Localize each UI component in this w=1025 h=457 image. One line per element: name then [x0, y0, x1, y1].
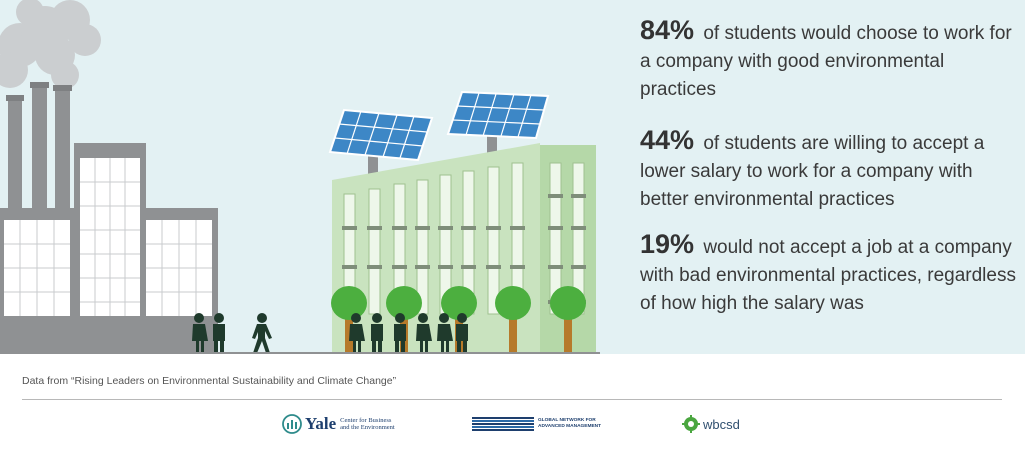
gnam-text: GLOBAL NETWORK FOR ADVANCED MANAGEMENT: [538, 418, 618, 430]
stat-84-percent: 84% of students would choose to work for…: [640, 16, 1020, 104]
divider: [22, 399, 1002, 400]
smoke-cloud: [0, 0, 101, 89]
stat-text: would not accept a job at a company with…: [640, 237, 1016, 314]
stat-19-percent: 19% would not accept a job at a company …: [640, 230, 1020, 318]
illustration-scene: [0, 0, 1025, 354]
yale-subtitle: Center for Business and the Environment: [340, 417, 410, 431]
gnam-line1: GLOBAL NETWORK FOR: [538, 418, 596, 423]
wbcsd-gear-icon: [682, 415, 700, 433]
wbcsd-wordmark: wbcsd: [703, 416, 740, 432]
yale-emblem-icon: [282, 414, 302, 434]
yale-subtitle-line2: and the Environment: [340, 424, 395, 431]
stat-text: of students are willing to accept a lowe…: [640, 133, 985, 210]
source-note: Data from “Rising Leaders on Environment…: [22, 375, 397, 387]
stat-percent: 44%: [640, 125, 695, 155]
yale-logo: Yale Center for Business and the Environ…: [282, 410, 410, 438]
gnam-stripes-icon: [472, 417, 534, 431]
green-building: [332, 143, 596, 354]
stat-44-percent: 44% of students are willing to accept a …: [640, 126, 1020, 214]
yale-wordmark: Yale: [305, 414, 337, 433]
factory-building: [0, 82, 218, 354]
solar-panel-right: [446, 90, 550, 156]
yale-subtitle-line1: Center for Business: [340, 417, 392, 424]
stat-percent: 84%: [640, 15, 695, 45]
gnam-logo: GLOBAL NETWORK FOR ADVANCED MANAGEMENT: [472, 410, 618, 438]
stat-percent: 19%: [640, 229, 695, 259]
people-figures: [192, 313, 468, 354]
gnam-line2: ADVANCED MANAGEMENT: [538, 424, 602, 429]
wbcsd-logo: wbcsd: [682, 410, 740, 438]
solar-panel-left: [328, 108, 434, 177]
stat-text: of students would choose to work for a c…: [640, 23, 1012, 100]
